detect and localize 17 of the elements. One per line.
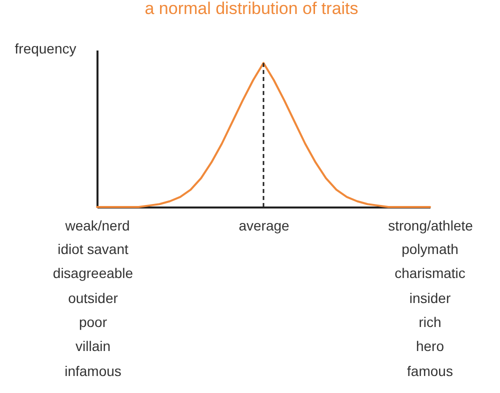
text: charismatic (394, 265, 466, 282)
text: rich (418, 314, 442, 330)
text: outsider (67, 290, 119, 306)
text: insider (408, 290, 452, 306)
text: disagreeable (52, 265, 134, 282)
x-tick-label: weak/nerd (64, 218, 130, 234)
text: villain (74, 338, 112, 354)
text: polymath (400, 241, 460, 257)
x-tick-label: strong/athlete (388, 218, 474, 234)
text: famous (406, 362, 454, 378)
chart-title: a normal distribution of traits (144, 0, 358, 18)
text: idiot savant (56, 241, 130, 257)
x-tick-label: average (238, 218, 290, 234)
text: poor (78, 314, 108, 330)
text: hero (414, 338, 446, 354)
y-axis-title: frequency (14, 40, 76, 56)
text: infamous (64, 362, 122, 378)
